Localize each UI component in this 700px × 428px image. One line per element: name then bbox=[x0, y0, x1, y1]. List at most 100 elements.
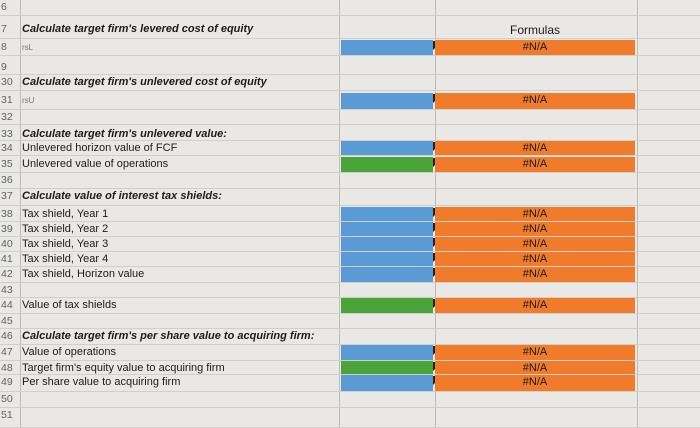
input-cell-blue[interactable] bbox=[341, 207, 433, 221]
row-number[interactable]: 34 bbox=[1, 142, 13, 154]
input-cell-green[interactable] bbox=[341, 157, 433, 172]
table-row: 46 Calculate target firm's per share valu… bbox=[0, 329, 700, 345]
formula-result-cell[interactable]: #N/A bbox=[435, 237, 635, 251]
row-number[interactable]: 38 bbox=[1, 208, 13, 220]
formula-result-cell[interactable]: #N/A bbox=[435, 252, 635, 266]
row-label[interactable]: rsU bbox=[22, 96, 35, 105]
input-cell-blue[interactable] bbox=[341, 222, 433, 236]
column-divider bbox=[20, 0, 21, 428]
row-label[interactable]: Tax shield, Year 1 bbox=[22, 208, 109, 220]
formula-result-cell[interactable]: #N/A bbox=[435, 207, 635, 221]
row-label[interactable]: Tax shield, Year 3 bbox=[22, 238, 109, 250]
row-number[interactable]: 40 bbox=[1, 238, 13, 250]
table-row: 48 Target firm's equity value to acquirin… bbox=[0, 361, 700, 375]
row-label[interactable]: Value of operations bbox=[22, 346, 116, 358]
table-row: 9 bbox=[0, 60, 700, 75]
table-row: 47 Value of operations #N/A bbox=[0, 345, 700, 361]
table-row: 32 bbox=[0, 110, 700, 125]
row-number[interactable]: 45 bbox=[1, 315, 13, 327]
input-cell-blue[interactable] bbox=[341, 375, 433, 391]
row-number[interactable]: 7 bbox=[1, 23, 7, 35]
input-cell-blue[interactable] bbox=[341, 267, 433, 282]
row-label[interactable]: rsL bbox=[22, 43, 34, 52]
formula-result-cell[interactable]: #N/A bbox=[435, 298, 635, 313]
row-label[interactable]: Per share value to acquiring firm bbox=[22, 376, 181, 388]
table-row: 45 bbox=[0, 314, 700, 329]
row-number[interactable]: 43 bbox=[1, 284, 13, 296]
row-label[interactable]: Tax shield, Year 2 bbox=[22, 223, 109, 235]
table-row: 6 bbox=[0, 0, 700, 16]
row-number[interactable]: 6 bbox=[1, 1, 7, 13]
row-number[interactable]: 37 bbox=[1, 190, 13, 202]
row-label[interactable]: Calculate target firm's unlevered value: bbox=[22, 128, 227, 140]
row-number[interactable]: 47 bbox=[1, 346, 13, 358]
row-label[interactable]: Calculate target firm's unlevered cost o… bbox=[22, 76, 267, 88]
formula-result-cell[interactable]: #N/A bbox=[435, 222, 635, 236]
formula-result-cell[interactable]: #N/A bbox=[435, 141, 635, 155]
row-label[interactable]: Unlevered value of operations bbox=[22, 158, 169, 170]
table-row: 37 Calculate value of interest tax shield… bbox=[0, 189, 700, 206]
row-label[interactable]: Calculate target firm's per share value … bbox=[22, 330, 315, 342]
row-label[interactable]: Unlevered horizon value of FCF bbox=[22, 142, 178, 154]
row-number[interactable]: 46 bbox=[1, 330, 13, 342]
input-cell-blue[interactable] bbox=[341, 40, 433, 55]
formula-result-cell[interactable]: #N/A bbox=[435, 157, 635, 172]
row-number[interactable]: 32 bbox=[1, 111, 13, 123]
formulas-header: Formulas bbox=[509, 23, 560, 37]
table-row: 42 Tax shield, Horizon value #N/A bbox=[0, 267, 700, 283]
table-row: 40 Tax shield, Year 3 #N/A bbox=[0, 237, 700, 252]
row-label[interactable]: Value of tax shields bbox=[22, 299, 117, 311]
row-number[interactable]: 48 bbox=[1, 362, 13, 374]
row-label[interactable]: Tax shield, Horizon value bbox=[22, 268, 145, 280]
row-label[interactable]: Calculate target firm's levered cost of … bbox=[22, 23, 254, 35]
row-number[interactable]: 8 bbox=[1, 41, 7, 53]
row-number[interactable]: 50 bbox=[1, 393, 13, 405]
row-number[interactable]: 51 bbox=[1, 409, 13, 421]
table-row: 31 rsU #N/A bbox=[0, 93, 700, 110]
input-cell-green[interactable] bbox=[341, 361, 433, 374]
table-row: 43 bbox=[0, 283, 700, 298]
row-number[interactable]: 39 bbox=[1, 223, 13, 235]
formula-result-cell[interactable]: #N/A bbox=[435, 93, 635, 109]
formula-result-cell[interactable]: #N/A bbox=[435, 361, 635, 374]
input-cell-green[interactable] bbox=[341, 298, 433, 313]
table-row: 51 bbox=[0, 408, 700, 428]
row-label[interactable]: Target firm's equity value to acquiring … bbox=[22, 362, 225, 374]
table-row: 8 rsL #N/A bbox=[0, 40, 700, 56]
row-number[interactable]: 41 bbox=[1, 253, 13, 265]
row-label[interactable]: Tax shield, Year 4 bbox=[22, 253, 109, 265]
table-row: 38 Tax shield, Year 1 #N/A bbox=[0, 207, 700, 222]
formula-result-cell[interactable]: #N/A bbox=[435, 40, 635, 55]
row-number[interactable]: 36 bbox=[1, 174, 13, 186]
table-row: 41 Tax shield, Year 4 #N/A bbox=[0, 252, 700, 267]
column-divider bbox=[339, 0, 340, 428]
column-divider bbox=[637, 0, 638, 428]
input-cell-blue[interactable] bbox=[341, 93, 433, 109]
row-number[interactable]: 44 bbox=[1, 299, 13, 311]
row-label[interactable]: Calculate value of interest tax shields: bbox=[22, 190, 222, 202]
table-row: 39 Tax shield, Year 2 #N/A bbox=[0, 222, 700, 237]
input-cell-blue[interactable] bbox=[341, 141, 433, 155]
table-row: 33 Calculate target firm's unlevered valu… bbox=[0, 127, 700, 141]
table-row: 34 Unlevered horizon value of FCF #N/A bbox=[0, 141, 700, 156]
table-row: 50 bbox=[0, 392, 700, 408]
formula-result-cell[interactable]: #N/A bbox=[435, 345, 635, 360]
row-number[interactable]: 33 bbox=[1, 128, 13, 140]
formula-result-cell[interactable]: #N/A bbox=[435, 267, 635, 282]
row-number[interactable]: 9 bbox=[1, 61, 7, 73]
row-number[interactable]: 31 bbox=[1, 94, 13, 106]
formula-result-cell[interactable]: #N/A bbox=[435, 375, 635, 391]
table-row: 7 Calculate target firm's levered cost of… bbox=[0, 22, 700, 39]
input-cell-blue[interactable] bbox=[341, 252, 433, 266]
row-number[interactable]: 30 bbox=[1, 76, 13, 88]
table-row: 35 Unlevered value of operations #N/A bbox=[0, 157, 700, 173]
table-row: 44 Value of tax shields #N/A bbox=[0, 298, 700, 314]
input-cell-blue[interactable] bbox=[341, 345, 433, 360]
table-row: 36 bbox=[0, 173, 700, 189]
input-cell-blue[interactable] bbox=[341, 237, 433, 251]
row-number[interactable]: 49 bbox=[1, 376, 13, 388]
row-number[interactable]: 42 bbox=[1, 268, 13, 280]
table-row: 49 Per share value to acquiring firm #N/A bbox=[0, 375, 700, 392]
row-number[interactable]: 35 bbox=[1, 158, 13, 170]
